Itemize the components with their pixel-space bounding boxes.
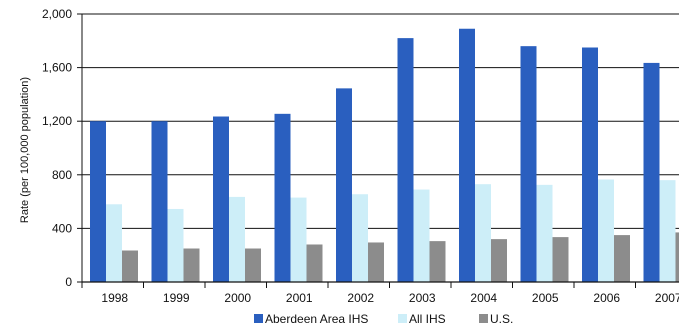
- bar-u-s-2001: [306, 244, 323, 282]
- bar-u-s-2006: [614, 235, 630, 282]
- x-tick-label: 2000: [224, 291, 251, 305]
- bar-aberdeen-area-ihs-2004: [459, 28, 475, 282]
- legend: Aberdeen Area IHS All IHS U.S.: [254, 312, 513, 326]
- y-tick-label: 0: [65, 275, 72, 289]
- y-tick-label: 2,000: [42, 7, 72, 21]
- bar-aberdeen-area-ihs-2002: [336, 88, 352, 283]
- bar-all-ihs-2002: [352, 194, 368, 282]
- legend-label: All IHS: [409, 312, 446, 326]
- bar-aberdeen-area-ihs-1998: [90, 121, 106, 282]
- legend-label: Aberdeen Area IHS: [265, 312, 368, 326]
- x-tick-label: 2006: [593, 291, 620, 305]
- legend-swatch: [398, 314, 407, 323]
- bar-aberdeen-area-ihs-2001: [274, 113, 291, 282]
- y-tick-label: 400: [52, 221, 72, 235]
- bar-aberdeen-area-ihs-2000: [213, 116, 229, 282]
- bars: [90, 28, 679, 283]
- bar-aberdeen-area-ihs-2003: [397, 38, 414, 283]
- bar-u-s-2007: [675, 232, 679, 282]
- bar-all-ihs-2004: [475, 184, 491, 282]
- x-tick-label: 2003: [409, 291, 436, 305]
- bar-u-s-1998: [122, 250, 138, 282]
- bar-all-ihs-2003: [413, 189, 430, 282]
- x-tick-label: 2005: [532, 291, 559, 305]
- bar-aberdeen-area-ihs-1999: [151, 121, 168, 282]
- y-tick-label: 800: [52, 168, 72, 182]
- y-tick-label: 1,600: [42, 61, 72, 75]
- bar-all-ihs-2005: [536, 184, 553, 282]
- bar-all-ihs-2007: [659, 180, 676, 282]
- legend-swatch: [254, 314, 263, 323]
- x-tick-label: 1999: [163, 291, 190, 305]
- bar-u-s-2005: [552, 237, 569, 282]
- legend-label: U.S.: [490, 312, 513, 326]
- y-axis: 0 400 800 1,200 1,600 2,000: [42, 7, 83, 289]
- bar-aberdeen-area-ihs-2007: [643, 62, 660, 282]
- bar-all-ihs-1998: [106, 204, 122, 282]
- bar-all-ihs-2001: [290, 197, 307, 282]
- x-tick-label: 2002: [347, 291, 374, 305]
- bar-all-ihs-2000: [229, 196, 245, 282]
- bar-u-s-2000: [245, 248, 261, 282]
- x-tick-label: 1998: [101, 291, 128, 305]
- legend-swatch: [479, 314, 488, 323]
- y-axis-label: Rate (per 100,000 population): [19, 77, 31, 223]
- bar-u-s-2004: [491, 239, 507, 282]
- x-tick-label: 2007: [655, 291, 679, 305]
- x-axis: 1998 1999 2000 2001 2002 2003 2004 2005 2006 2007: [81, 281, 679, 305]
- bar-u-s-2003: [429, 241, 446, 282]
- bar-aberdeen-area-ihs-2006: [582, 47, 598, 282]
- y-tick-label: 1,200: [42, 114, 72, 128]
- bar-u-s-2002: [368, 242, 384, 282]
- bar-u-s-1999: [183, 248, 200, 282]
- bar-aberdeen-area-ihs-2005: [520, 46, 537, 282]
- bar-all-ihs-1999: [167, 208, 184, 282]
- x-tick-label: 2004: [470, 291, 497, 305]
- bar-all-ihs-2006: [598, 179, 614, 282]
- x-tick-label: 2001: [286, 291, 313, 305]
